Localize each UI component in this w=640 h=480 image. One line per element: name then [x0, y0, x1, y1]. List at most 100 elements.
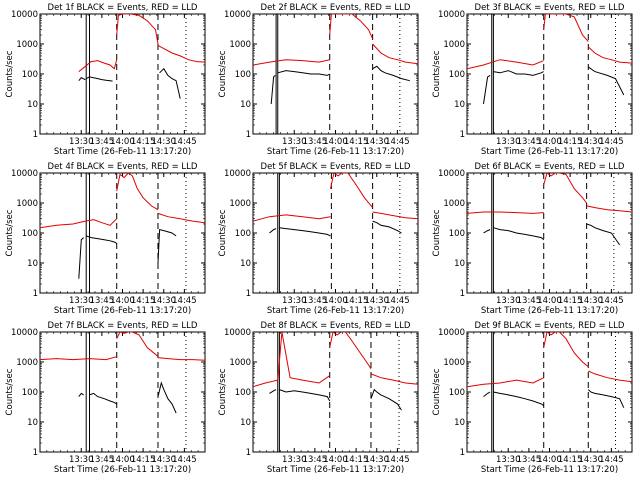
- y-tick-label: 100: [449, 388, 465, 398]
- y-tick-label: 10: [27, 418, 38, 428]
- lld-series-line: [253, 332, 330, 388]
- y-tick-label: 100: [22, 388, 38, 398]
- events-series-line: [78, 392, 84, 397]
- series-group: [467, 173, 632, 246]
- y-axis-label: Counts/sec: [218, 368, 228, 415]
- x-tick-label: 14:30: [152, 296, 177, 306]
- events-series-line: [89, 392, 117, 405]
- y-tick-label: 100: [22, 70, 38, 80]
- y-tick-label: 10: [240, 100, 251, 110]
- lld-series-line: [587, 46, 632, 64]
- x-tick-label: 14:15: [131, 137, 156, 147]
- x-tick-label: 13:45: [517, 137, 542, 147]
- chart-title: Det 9f BLACK = Events, RED = LLD: [475, 321, 625, 331]
- x-tick-label: 14:45: [599, 137, 624, 147]
- y-tick-label: 1000: [229, 358, 251, 368]
- x-tick-label: 14:15: [344, 296, 369, 306]
- x-tick-label: 14:45: [172, 296, 197, 306]
- x-axis-label: Start Time (26-Feb-11 13:17:20): [267, 306, 404, 316]
- chart-panel-7: Det 7f BLACK = Events, RED = LLD 1 10 100 10…: [5, 321, 206, 475]
- x-tick-label: 14:00: [110, 455, 135, 465]
- marker-lines: [85, 332, 187, 452]
- y-tick-label: 10: [240, 418, 251, 428]
- y-tick-label: 10: [27, 100, 38, 110]
- y-tick-label: 10000: [224, 10, 251, 20]
- series-group: [40, 173, 205, 279]
- chart-title: Det 1f BLACK = Events, RED = LLD: [48, 3, 198, 13]
- x-tick-label: 14:00: [323, 137, 348, 147]
- y-tick-label: 1: [33, 130, 38, 140]
- y-axis-label: Counts/sec: [5, 209, 15, 256]
- x-tick-label: 14:00: [110, 296, 135, 306]
- events-series-line: [86, 235, 117, 244]
- y-tick-label: 10000: [438, 169, 465, 179]
- x-tick-label: 13:30: [69, 137, 94, 147]
- lld-series-line: [78, 59, 118, 72]
- x-axis-label: Start Time (26-Feb-11 13:17:20): [481, 306, 618, 316]
- y-tick-label: 1000: [229, 40, 251, 50]
- x-tick-label: 13:45: [517, 455, 542, 465]
- x-tick-label: 13:45: [90, 455, 115, 465]
- x-tick-label: 13:30: [496, 137, 521, 147]
- plot-frame: [39, 172, 206, 294]
- x-axis-label: Start Time (26-Feb-11 13:17:20): [54, 147, 191, 157]
- events-series-line: [159, 67, 181, 99]
- y-axis-label: Counts/sec: [5, 368, 15, 415]
- x-tick-label: 14:30: [365, 296, 390, 306]
- x-tick-label: 14:30: [365, 455, 390, 465]
- marker-lines: [275, 14, 401, 134]
- y-tick-label: 100: [22, 229, 38, 239]
- x-tick-label: 14:15: [558, 296, 583, 306]
- events-series-line: [483, 229, 491, 234]
- y-tick-label: 10000: [11, 328, 38, 338]
- chart-title: Det 3f BLACK = Events, RED = LLD: [475, 3, 625, 13]
- x-tick-label: 14:30: [579, 137, 604, 147]
- chart-panel-8: Det 8f BLACK = Events, RED = LLD 1 10 100 10…: [218, 321, 419, 475]
- x-tick-label: 14:00: [537, 137, 562, 147]
- y-tick-label: 1: [33, 448, 38, 458]
- lld-series-line: [543, 173, 587, 204]
- x-tick-label: 13:30: [69, 455, 94, 465]
- lld-series-line: [329, 14, 374, 39]
- lld-series-line: [157, 357, 205, 361]
- lld-series-line: [543, 14, 589, 42]
- x-tick-label: 14:45: [599, 296, 624, 306]
- y-tick-label: 10: [240, 259, 251, 269]
- y-tick-label: 1000: [16, 199, 38, 209]
- x-tick-label: 13:45: [303, 296, 328, 306]
- y-axis-label: Counts/sec: [432, 209, 442, 256]
- events-series-line: [493, 70, 544, 76]
- lld-series-line: [253, 214, 331, 222]
- y-axis-label: Counts/sec: [218, 209, 228, 256]
- events-series-line: [493, 391, 545, 407]
- x-tick-label: 14:45: [385, 137, 410, 147]
- y-tick-label: 10000: [438, 328, 465, 338]
- y-tick-label: 10: [454, 100, 465, 110]
- y-tick-label: 10000: [224, 328, 251, 338]
- x-axis-label: Start Time (26-Feb-11 13:17:20): [481, 147, 618, 157]
- chart-title: Det 4f BLACK = Events, RED = LLD: [48, 162, 198, 172]
- y-tick-label: 1000: [443, 199, 465, 209]
- chart-panel-5: Det 5f BLACK = Events, RED = LLD 1 10 100 10…: [218, 162, 419, 316]
- x-axis-label: Start Time (26-Feb-11 13:17:20): [267, 147, 404, 157]
- lld-series-line: [329, 332, 372, 369]
- y-tick-label: 1: [33, 289, 38, 299]
- chart-panel-4: Det 4f BLACK = Events, RED = LLD 1 10 100 10…: [5, 162, 206, 316]
- events-series-line: [78, 237, 85, 279]
- events-series-line: [85, 76, 113, 82]
- marker-lines: [277, 173, 401, 293]
- y-tick-label: 100: [235, 229, 251, 239]
- plot-frame: [39, 331, 206, 453]
- x-tick-label: 13:45: [303, 137, 328, 147]
- chart-title: Det 2f BLACK = Events, RED = LLD: [261, 3, 411, 13]
- events-series-line: [279, 227, 331, 237]
- events-series-line: [279, 389, 331, 402]
- events-series-line: [483, 74, 491, 105]
- y-tick-label: 1: [460, 448, 465, 458]
- y-axis-label: Counts/sec: [218, 50, 228, 97]
- chart-panel-9: Det 9f BLACK = Events, RED = LLD 1 10 100 10…: [432, 321, 633, 475]
- x-tick-label: 14:45: [385, 455, 410, 465]
- lld-series-line: [116, 14, 159, 45]
- chart-panel-1: Det 1f BLACK = Events, RED = LLD 1 10 100 10…: [5, 3, 206, 157]
- series-group: [253, 173, 418, 237]
